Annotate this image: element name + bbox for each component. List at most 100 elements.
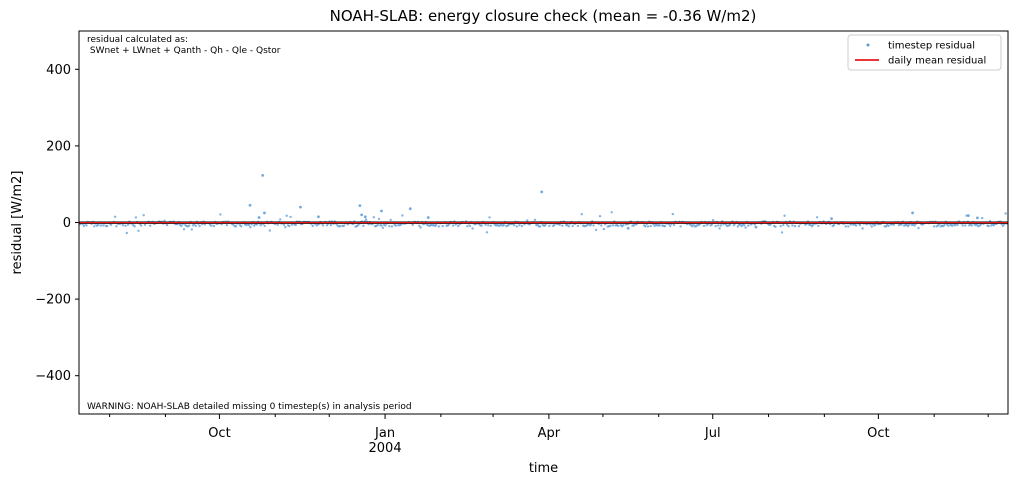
timestep-residual-point <box>718 227 721 230</box>
x-axis-label: time <box>529 461 558 476</box>
timestep-residual-point <box>276 223 279 226</box>
y-axis: 400 200 0 −200 −400 <box>35 63 79 384</box>
timestep-residual-point <box>961 224 964 227</box>
timestep-residual-point <box>671 212 674 216</box>
timestep-residual-point <box>377 217 381 221</box>
x-tick-sublabel: 2004 <box>369 441 402 456</box>
y-tick-label: 400 <box>46 63 71 78</box>
timestep-residual-point <box>975 223 979 226</box>
timestep-residual-point <box>384 224 387 227</box>
timestep-residual-point <box>887 224 890 228</box>
timestep-residual-point <box>753 223 756 226</box>
timestep-residual-point <box>600 224 603 227</box>
timestep-residual-point <box>279 218 282 221</box>
timestep-residual-point <box>284 226 287 229</box>
timestep-residual-point <box>832 223 836 227</box>
timestep-residual-point <box>663 225 667 228</box>
timestep-residual-point <box>774 225 777 228</box>
annotation-formula-heading: residual calculated as: <box>87 35 188 45</box>
timestep-residual-point <box>520 224 524 228</box>
timestep-residual-point <box>411 223 414 227</box>
timestep-residual-point <box>602 227 606 231</box>
timestep-residual-point <box>285 214 288 217</box>
timestep-residual-point <box>515 225 518 228</box>
timestep-residual-point <box>964 224 967 227</box>
timestep-residual-point <box>609 224 612 227</box>
timestep-residual-point <box>943 223 946 227</box>
timestep-residual-outlier <box>380 209 383 213</box>
timestep-residual-point <box>311 224 314 228</box>
timestep-residual-point <box>435 223 438 227</box>
timestep-residual-point <box>290 223 294 226</box>
timestep-residual-outlier <box>975 216 979 220</box>
timestep-residual-point <box>797 225 801 228</box>
timestep-residual-point <box>692 223 695 226</box>
timestep-residual-point <box>85 224 88 227</box>
timestep-residual-point <box>282 223 286 227</box>
timestep-residual-point <box>99 224 103 227</box>
timestep-residual-point <box>165 223 169 227</box>
timestep-residual-point <box>518 224 521 227</box>
x-tick-label: Jul <box>704 426 721 441</box>
timestep-residual-point <box>134 216 138 219</box>
timestep-residual-point <box>815 216 819 219</box>
timestep-residual-point <box>182 228 186 231</box>
timestep-residual-point <box>268 229 271 232</box>
timestep-residual-outlier <box>317 215 320 219</box>
timestep-residual-point <box>502 223 505 227</box>
timestep-residual-point <box>769 223 772 226</box>
timestep-residual-point <box>917 226 920 230</box>
timestep-residual-point <box>93 225 96 228</box>
timestep-residual-point <box>743 224 746 227</box>
timestep-residual-point <box>471 227 474 230</box>
timestep-residual-point <box>219 213 222 216</box>
timestep-residual-point <box>567 225 570 228</box>
timestep-residual-point <box>592 224 595 227</box>
timestep-residual-point <box>487 224 490 227</box>
timestep-residual-point <box>133 225 136 228</box>
timestep-residual-point <box>210 224 213 227</box>
timestep-residual-point <box>719 224 723 227</box>
timestep-residual-point <box>289 215 292 219</box>
timestep-residual-outlier <box>360 213 364 217</box>
timestep-residual-point <box>644 225 647 228</box>
timestep-residual-point <box>357 223 360 227</box>
timestep-residual-point <box>389 218 392 222</box>
timestep-residual-point <box>747 224 750 227</box>
timestep-residual-point <box>180 224 183 228</box>
timestep-residual-outlier <box>966 214 970 218</box>
timestep-residual-point <box>870 225 873 228</box>
x-tick-label: Apr <box>538 426 561 441</box>
timestep-residual-point <box>441 224 444 228</box>
timestep-residual-point <box>142 214 145 217</box>
timestep-residual-outlier <box>426 216 430 219</box>
timestep-residual-point <box>812 223 815 227</box>
timestep-residual-point <box>970 224 973 227</box>
timestep-residual-point <box>861 227 864 230</box>
y-tick-label: −400 <box>35 369 71 384</box>
timestep-residual-point <box>294 223 297 227</box>
timestep-residual-point <box>240 225 243 228</box>
timestep-residual-point <box>288 224 291 228</box>
timestep-residual-point <box>791 224 794 227</box>
timestep-residual-point <box>632 224 635 227</box>
timestep-residual-point <box>598 215 602 218</box>
legend-box <box>847 34 1002 71</box>
timestep-residual-point <box>372 216 375 219</box>
timestep-residual-point <box>611 224 615 227</box>
timestep-residual-point <box>163 219 166 222</box>
timestep-residual-point <box>418 224 421 227</box>
timestep-residual-point <box>126 223 130 226</box>
timestep-residual-point <box>622 224 625 227</box>
timestep-residual-point <box>399 223 403 226</box>
timestep-residual-point <box>124 224 127 227</box>
timestep-residual-point <box>338 225 342 228</box>
timestep-residual-point <box>106 224 109 228</box>
timestep-residual-point <box>533 218 537 221</box>
timestep-residual-point <box>646 225 650 228</box>
timestep-residual-point <box>736 225 739 228</box>
timestep-residual-point <box>892 223 895 226</box>
timestep-residual-point <box>232 223 235 226</box>
timestep-residual-point <box>780 231 784 234</box>
timestep-residual-point <box>488 216 491 219</box>
